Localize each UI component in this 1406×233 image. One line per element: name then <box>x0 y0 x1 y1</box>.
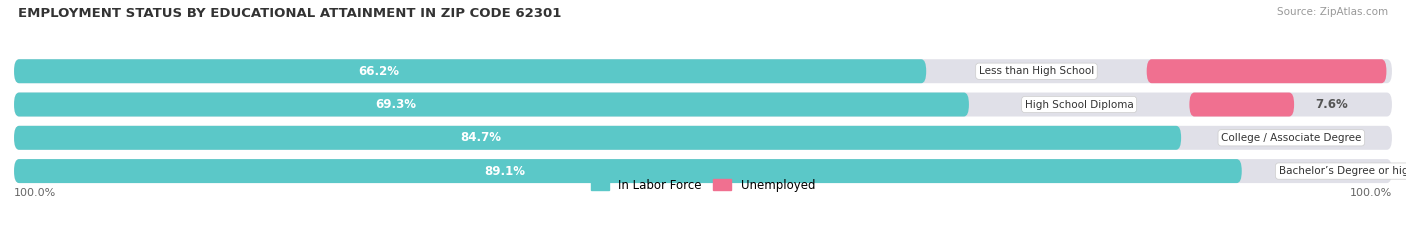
Text: 84.7%: 84.7% <box>460 131 502 144</box>
Legend: In Labor Force, Unemployed: In Labor Force, Unemployed <box>586 174 820 196</box>
FancyBboxPatch shape <box>14 159 1392 183</box>
Text: College / Associate Degree: College / Associate Degree <box>1222 133 1361 143</box>
FancyBboxPatch shape <box>14 93 1392 116</box>
FancyBboxPatch shape <box>14 126 1392 150</box>
Text: 100.0%: 100.0% <box>14 188 56 198</box>
FancyBboxPatch shape <box>1402 126 1406 150</box>
FancyBboxPatch shape <box>14 59 927 83</box>
FancyBboxPatch shape <box>14 93 969 116</box>
Text: EMPLOYMENT STATUS BY EDUCATIONAL ATTAINMENT IN ZIP CODE 62301: EMPLOYMENT STATUS BY EDUCATIONAL ATTAINM… <box>18 7 561 20</box>
Text: 69.3%: 69.3% <box>375 98 416 111</box>
Text: 100.0%: 100.0% <box>1350 188 1392 198</box>
FancyBboxPatch shape <box>14 59 1392 83</box>
Text: Source: ZipAtlas.com: Source: ZipAtlas.com <box>1277 7 1388 17</box>
Text: Less than High School: Less than High School <box>979 66 1094 76</box>
Text: 66.2%: 66.2% <box>359 65 399 78</box>
FancyBboxPatch shape <box>1189 93 1294 116</box>
FancyBboxPatch shape <box>1147 59 1386 83</box>
Text: 7.6%: 7.6% <box>1315 98 1347 111</box>
FancyBboxPatch shape <box>14 126 1181 150</box>
Text: High School Diploma: High School Diploma <box>1025 99 1133 110</box>
FancyBboxPatch shape <box>14 159 1241 183</box>
Text: 89.1%: 89.1% <box>485 164 526 178</box>
Text: Bachelor’s Degree or higher: Bachelor’s Degree or higher <box>1278 166 1406 176</box>
